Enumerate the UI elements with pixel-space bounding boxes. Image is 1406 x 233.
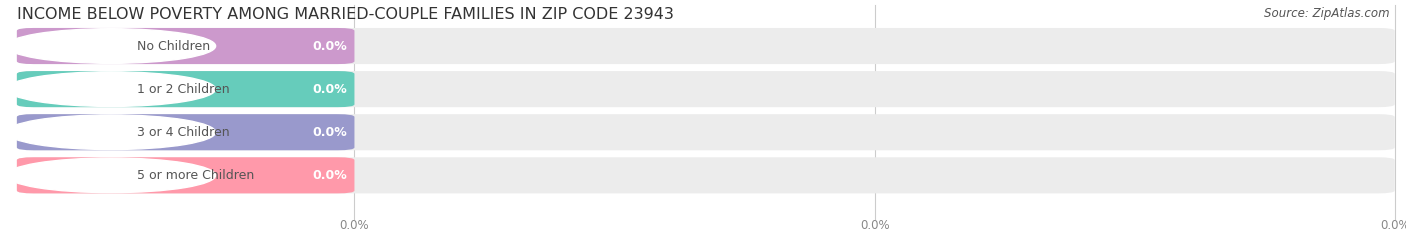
Text: INCOME BELOW POVERTY AMONG MARRIED-COUPLE FAMILIES IN ZIP CODE 23943: INCOME BELOW POVERTY AMONG MARRIED-COUPL…: [17, 7, 673, 22]
Text: 1 or 2 Children: 1 or 2 Children: [136, 83, 229, 96]
Text: 0.0%: 0.0%: [1379, 219, 1406, 232]
Text: 5 or more Children: 5 or more Children: [136, 169, 254, 182]
Text: 0.0%: 0.0%: [860, 219, 890, 232]
Text: 0.0%: 0.0%: [312, 169, 347, 182]
Text: No Children: No Children: [136, 40, 209, 52]
Text: 0.0%: 0.0%: [312, 83, 347, 96]
Text: Source: ZipAtlas.com: Source: ZipAtlas.com: [1264, 7, 1389, 20]
Text: 0.0%: 0.0%: [312, 126, 347, 139]
Text: 0.0%: 0.0%: [312, 40, 347, 52]
Text: 0.0%: 0.0%: [340, 219, 370, 232]
Text: 3 or 4 Children: 3 or 4 Children: [136, 126, 229, 139]
